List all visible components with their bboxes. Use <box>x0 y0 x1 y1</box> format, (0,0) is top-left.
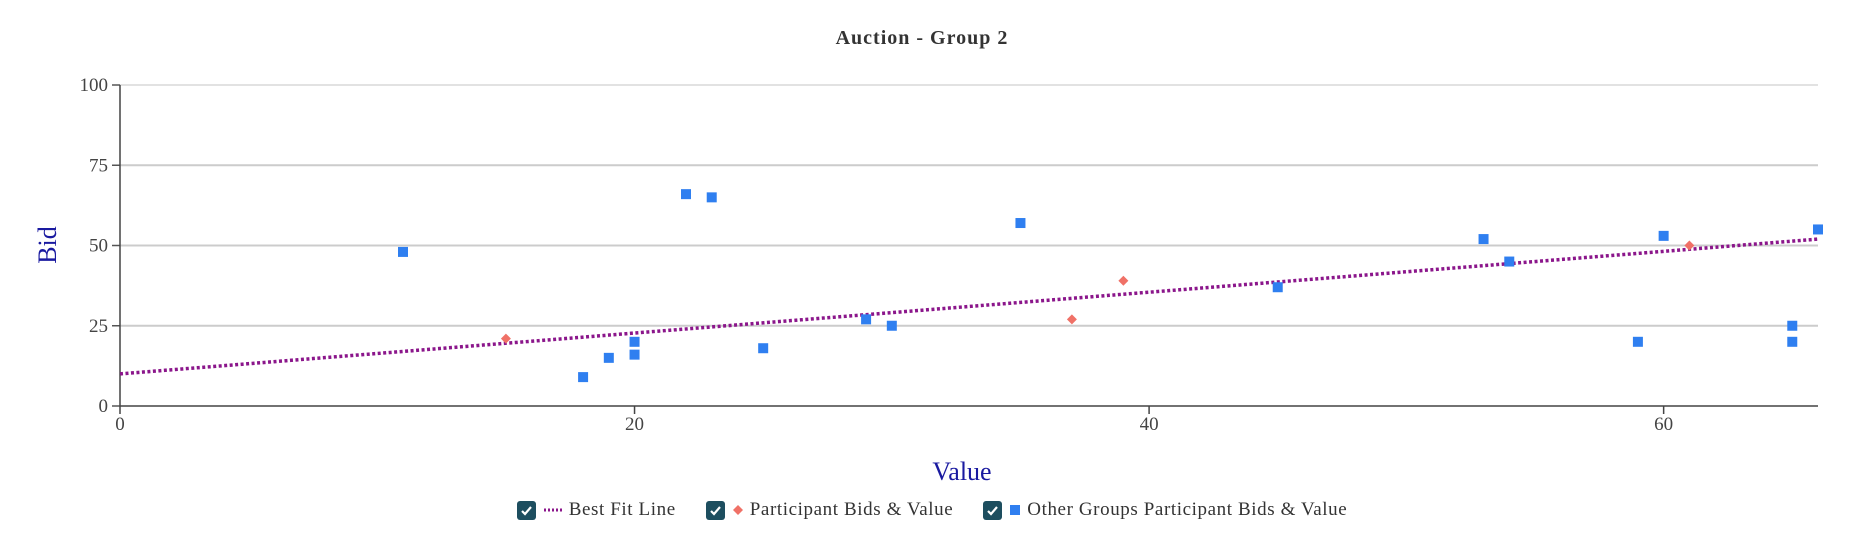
other-groups-point <box>1478 234 1489 245</box>
best-fit-line-layer <box>119 237 1819 376</box>
other-groups-point <box>1504 256 1515 267</box>
points-layer <box>398 189 1823 383</box>
participant-point <box>1684 240 1695 251</box>
other-groups-point <box>1632 336 1643 347</box>
other-groups-point <box>629 349 640 360</box>
scatter-chart: Auction - Group 2 0 25 50 75 100 0 20 40 60 Valu… <box>33 27 1823 486</box>
legend-label: Participant Bids & Value <box>749 499 954 520</box>
best-fit-line <box>119 237 1819 376</box>
participant-point <box>1066 314 1077 325</box>
x-tick-label: 0 <box>115 414 125 435</box>
other-groups-point <box>1787 320 1798 331</box>
x-tick-label: 60 <box>1654 414 1673 435</box>
grid-lines <box>120 84 1818 327</box>
other-groups-point <box>398 246 408 257</box>
diamond-icon <box>732 505 743 515</box>
y-tick-label: 75 <box>89 155 108 176</box>
other-groups-point <box>1658 230 1669 241</box>
x-tick-label: 40 <box>1140 414 1159 435</box>
x-tick-label: 20 <box>625 414 644 435</box>
square-icon <box>1010 505 1021 515</box>
y-tick-label: 0 <box>99 396 109 417</box>
axes <box>112 84 1818 414</box>
legend-item-participant-bids[interactable]: Participant Bids & Value <box>705 499 954 521</box>
legend-label: Best Fit Line <box>568 499 676 520</box>
other-groups-point <box>629 336 640 347</box>
participant-point <box>1118 275 1129 286</box>
other-groups-point <box>758 343 769 354</box>
y-axis-title: Bid <box>33 226 62 264</box>
y-tick-label: 50 <box>89 236 108 257</box>
other-groups-point <box>1015 218 1026 229</box>
legend-label: Other Groups Participant Bids & Value <box>1027 499 1348 520</box>
checkbox-checked-icon[interactable] <box>705 500 725 520</box>
y-tick-label: 25 <box>89 316 108 337</box>
other-groups-point <box>1813 224 1823 235</box>
checkbox-checked-icon[interactable] <box>983 500 1003 520</box>
chart-title: Auction - Group 2 <box>836 27 1009 49</box>
checkbox-checked-icon[interactable] <box>516 500 536 520</box>
other-groups-point <box>1787 336 1798 347</box>
y-tick-label: 100 <box>80 75 109 96</box>
other-groups-point <box>578 372 589 383</box>
other-groups-point <box>1272 282 1283 293</box>
x-axis-title: Value <box>932 457 991 486</box>
legend-item-other-groups[interactable]: Other Groups Participant Bids & Value <box>983 499 1347 521</box>
dotted-line-icon <box>543 508 562 512</box>
participant-point <box>500 333 511 344</box>
other-groups-point <box>681 189 691 200</box>
other-groups-point <box>603 352 614 363</box>
other-groups-point <box>886 320 897 331</box>
tick-labels: 0 25 50 75 100 0 20 40 60 <box>80 75 1674 435</box>
legend-item-best-fit-line[interactable]: Best Fit Line <box>516 499 676 521</box>
legend: Best Fit Line Participant Bids & Value O… <box>0 494 1864 526</box>
other-groups-point <box>706 192 717 203</box>
other-groups-point <box>861 314 872 325</box>
